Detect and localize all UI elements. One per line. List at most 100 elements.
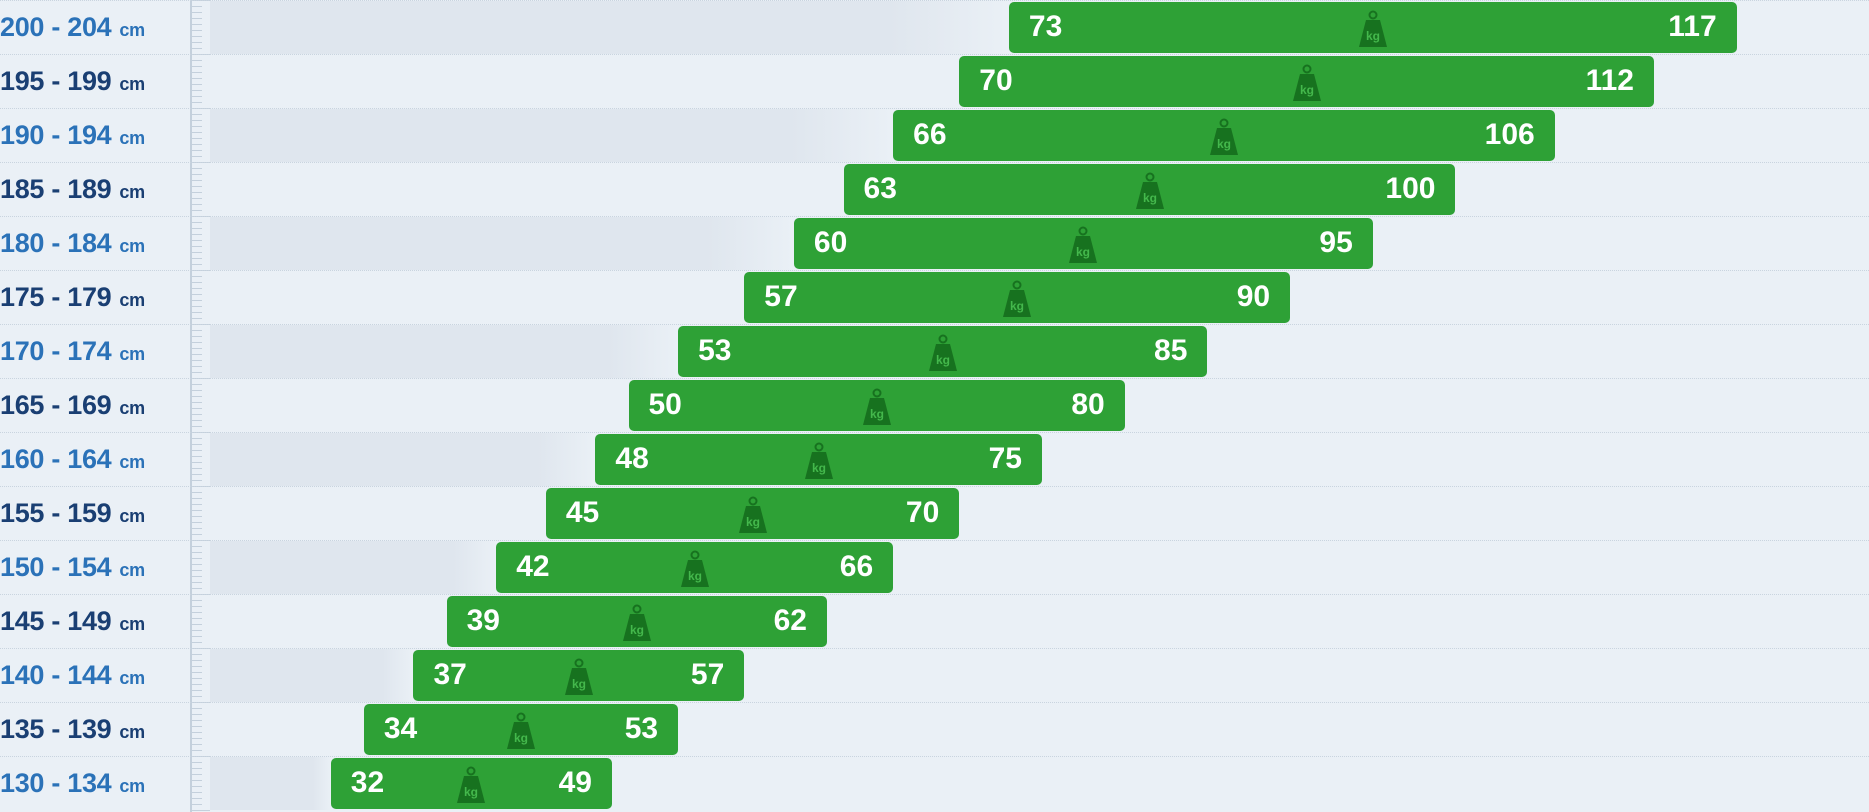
height-range-label: 150 - 154 cm <box>0 541 145 594</box>
min-weight-label: 50 <box>648 388 682 421</box>
height-unit: cm <box>119 235 145 256</box>
weight-range-bar: 37 57 kg <box>413 649 745 701</box>
min-weight-label: 57 <box>764 280 798 313</box>
max-weight-label: 66 <box>839 550 874 583</box>
max-weight-label: 117 <box>1668 10 1717 43</box>
kg-weight-icon: kg <box>738 496 767 533</box>
height-unit: cm <box>119 721 145 742</box>
weight-range-bar: 50 80 kg <box>628 379 1125 431</box>
chart-row: 150 - 154 cm <box>0 540 1869 594</box>
weight-range-bar: 32 49 kg <box>330 757 612 809</box>
min-weight-label: 45 <box>565 496 600 529</box>
max-weight-label: 100 <box>1385 172 1436 205</box>
height-range-text: 195 - 199 <box>0 65 112 96</box>
weight-range-bar: 53 85 kg <box>678 325 1208 377</box>
height-range-text: 145 - 149 <box>0 605 112 636</box>
height-unit: cm <box>119 181 145 202</box>
kg-weight-icon: kg <box>457 766 486 803</box>
height-range-label: 180 - 184 cm <box>0 217 145 270</box>
row-shade <box>210 1 1009 54</box>
height-range-text: 130 - 134 <box>0 767 112 798</box>
height-range-text: 160 - 164 <box>0 443 112 474</box>
height-range-label: 145 - 149 cm <box>0 595 145 648</box>
min-weight-label: 73 <box>1028 10 1063 43</box>
svg-text:kg: kg <box>1217 137 1231 151</box>
height-unit: cm <box>119 775 145 796</box>
min-weight-label: 53 <box>698 334 732 367</box>
max-weight-label: 57 <box>690 658 725 691</box>
kg-weight-icon: kg <box>680 550 709 587</box>
chart-row: 195 - 199 cm <box>0 54 1869 108</box>
max-weight-label: 53 <box>624 712 659 745</box>
weight-range-bar: 57 90 kg <box>744 271 1291 323</box>
svg-text:kg: kg <box>630 623 644 637</box>
svg-text:kg: kg <box>572 677 586 691</box>
svg-text:kg: kg <box>1076 245 1090 259</box>
max-weight-label: 75 <box>988 442 1022 475</box>
min-weight-label: 70 <box>979 64 1013 97</box>
row-shade <box>210 757 331 810</box>
min-weight-label: 32 <box>350 766 385 799</box>
height-range-text: 180 - 184 <box>0 227 112 258</box>
chart-row: 155 - 159 cm <box>0 486 1869 540</box>
height-unit: cm <box>119 127 145 148</box>
height-unit: cm <box>119 451 145 472</box>
chart-row: 145 - 149 cm <box>0 594 1869 648</box>
height-range-label: 195 - 199 cm <box>0 55 145 108</box>
chart-row: 200 - 204 cm <box>0 0 1869 54</box>
min-weight-label: 37 <box>433 658 467 691</box>
weight-range-bar: 45 70 kg <box>545 487 960 539</box>
height-range-text: 165 - 169 <box>0 389 112 420</box>
max-weight-label: 95 <box>1319 226 1353 259</box>
weight-range-bar: 34 53 kg <box>363 703 679 755</box>
height-unit: cm <box>119 559 145 580</box>
chart-row: 190 - 194 cm <box>0 108 1869 162</box>
height-range-label: 160 - 164 cm <box>0 433 145 486</box>
max-weight-label: 112 <box>1585 64 1634 97</box>
height-range-label: 190 - 194 cm <box>0 109 145 162</box>
kg-weight-icon: kg <box>804 442 833 479</box>
height-range-label: 130 - 134 cm <box>0 757 145 810</box>
kg-weight-icon: kg <box>622 604 651 641</box>
max-weight-label: 90 <box>1236 280 1271 313</box>
kg-weight-icon: kg <box>507 712 535 749</box>
svg-text:kg: kg <box>1300 83 1314 97</box>
svg-text:kg: kg <box>936 353 950 367</box>
height-range-text: 175 - 179 <box>0 281 112 312</box>
row-shade <box>210 541 497 594</box>
height-unit: cm <box>119 73 145 94</box>
chart-row: 175 - 179 cm <box>0 270 1869 324</box>
weight-range-bar: 66 106 kg <box>893 109 1555 161</box>
weight-range-bar: 39 62 kg <box>446 595 827 647</box>
chart-row: 170 - 174 cm <box>0 324 1869 378</box>
kg-weight-icon: kg <box>1069 226 1098 263</box>
kg-weight-icon: kg <box>862 388 891 425</box>
min-weight-label: 42 <box>516 550 550 583</box>
row-shade <box>210 217 794 270</box>
height-range-label: 170 - 174 cm <box>0 325 145 378</box>
row-shade <box>210 433 596 486</box>
height-range-text: 200 - 204 <box>0 11 112 42</box>
height-unit: cm <box>119 613 145 634</box>
max-weight-label: 106 <box>1484 118 1535 151</box>
weight-range-bar: 63 100 kg <box>843 163 1456 215</box>
max-weight-label: 80 <box>1071 388 1105 421</box>
max-weight-label: 62 <box>773 604 807 637</box>
row-shade <box>210 649 414 702</box>
height-range-text: 135 - 139 <box>0 713 112 744</box>
svg-text:kg: kg <box>514 731 528 745</box>
kg-weight-icon: kg <box>1003 280 1032 317</box>
weight-range-bar: 73 117 kg <box>1008 1 1737 53</box>
height-unit: cm <box>119 505 145 526</box>
height-unit: cm <box>119 343 145 364</box>
height-range-text: 185 - 189 <box>0 173 112 204</box>
row-shade <box>210 109 894 162</box>
svg-text:kg: kg <box>746 515 760 529</box>
kg-weight-icon: kg <box>1135 172 1164 209</box>
min-weight-label: 48 <box>615 442 649 475</box>
height-unit: cm <box>119 19 145 40</box>
height-range-label: 175 - 179 cm <box>0 271 145 324</box>
height-range-label: 185 - 189 cm <box>0 163 145 216</box>
height-unit: cm <box>119 667 145 688</box>
